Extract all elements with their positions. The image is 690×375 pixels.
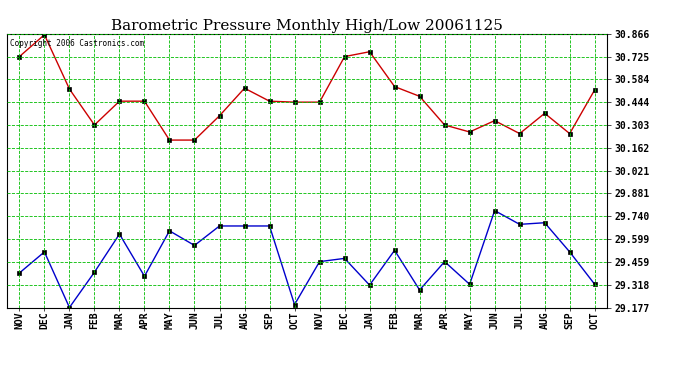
- Text: Copyright 2006 Castronics.com: Copyright 2006 Castronics.com: [10, 39, 144, 48]
- Title: Barometric Pressure Monthly High/Low 20061125: Barometric Pressure Monthly High/Low 200…: [111, 19, 503, 33]
